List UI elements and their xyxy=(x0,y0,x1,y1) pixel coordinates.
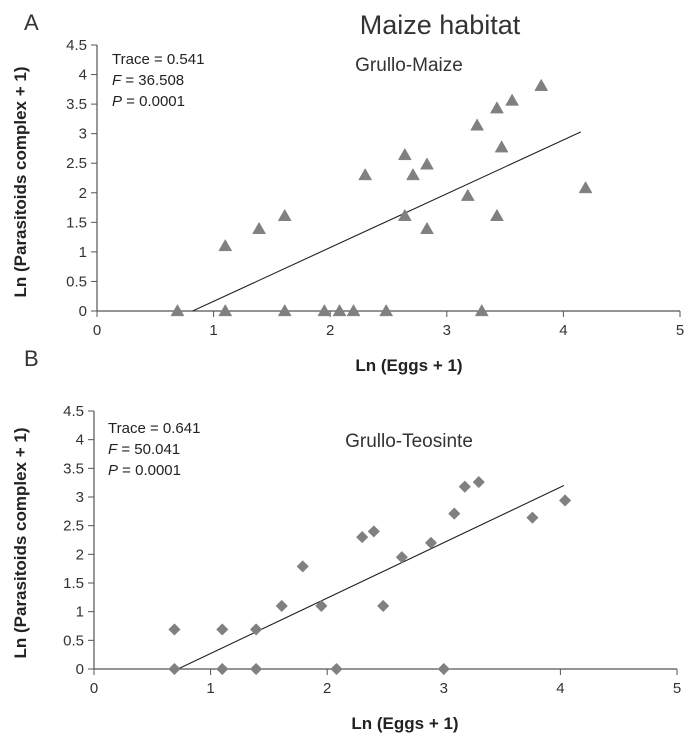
panel-b-data-point xyxy=(216,662,229,676)
panel-b-data-point xyxy=(458,480,471,493)
panel-a-data-point xyxy=(397,208,412,221)
panel-b-data-point xyxy=(448,507,461,520)
panel-a-x-tick-label: 0 xyxy=(93,322,101,339)
panel-a-data-point xyxy=(379,303,394,317)
panel-a-data-point xyxy=(578,181,593,194)
panel-b-y-tick-label: 3.5 xyxy=(63,460,84,477)
panel-a-data-point xyxy=(252,221,267,234)
panel-a-x-tick-label: 2 xyxy=(326,322,334,339)
panel-b-data-point xyxy=(526,511,539,524)
panel-a-trace: Trace = 0.541 xyxy=(112,51,204,68)
panel-a-f-stat: F = 36.508 xyxy=(112,72,184,89)
panel-b-x-tick-label: 1 xyxy=(206,680,214,697)
panel-a-y-tick-label: 0 xyxy=(79,303,87,320)
panel-b-trendline xyxy=(177,485,565,670)
panel-a-y-tick-label: 3 xyxy=(79,126,87,143)
panel-b-data-point xyxy=(472,475,485,489)
panel-a-y-tick-label: 4 xyxy=(79,67,87,84)
panel-a-x-tick-label: 3 xyxy=(443,322,451,339)
panel-b-data-point xyxy=(395,551,408,564)
panel-b-y-tick-label: 4 xyxy=(76,432,84,449)
panel-a-x-tick-label: 5 xyxy=(676,322,684,339)
panel-a-y-axis-label: Ln (Parasitoids complex + 1) xyxy=(11,67,30,298)
panel-b-y-tick-label: 2.5 xyxy=(63,518,84,535)
panel-a-data-point xyxy=(505,93,520,106)
panel-b-data-point xyxy=(424,536,438,550)
panel-a-data-point xyxy=(277,303,292,317)
panel-b-y-tick-label: 0.5 xyxy=(63,632,84,649)
panel-a-data-point xyxy=(346,303,361,317)
panel-a-x-axis-label: Ln (Eggs + 1) xyxy=(355,356,462,375)
panel-a-x-tick-label: 4 xyxy=(559,322,567,339)
panel-a-data-point xyxy=(494,140,509,153)
panel-b-data-point xyxy=(168,662,181,676)
panel-b-y-axis-label: Ln (Parasitoids complex + 1) xyxy=(11,428,30,659)
panel-a-p-stat: P = 0.0001 xyxy=(112,93,185,110)
panel-b-y-tick-label: 4.5 xyxy=(63,403,84,420)
panel-b-data-point xyxy=(558,494,572,507)
panel-a-data-point xyxy=(406,168,420,181)
panel-a-data-point xyxy=(358,168,373,181)
panel-a-y-tick-label: 2 xyxy=(79,185,87,202)
panel-b-y-tick-label: 3 xyxy=(76,489,84,506)
panel-a-data-point xyxy=(470,118,485,131)
panel-a-y-tick-label: 0.5 xyxy=(66,273,87,290)
panel-b-y-tick-label: 0 xyxy=(76,661,84,678)
panel-a-data-point xyxy=(420,221,434,234)
panel-a-trendline xyxy=(192,131,582,312)
panel-a-y-tick-label: 3.5 xyxy=(66,96,87,113)
panel-b-data-point xyxy=(296,560,309,573)
panel-b-data-point xyxy=(216,623,229,636)
panel-b-y-tick-label: 1.5 xyxy=(63,575,84,592)
panel-a-data-point xyxy=(534,78,549,91)
panel-a-data-point xyxy=(317,303,332,317)
panel-a-data-point xyxy=(397,147,412,161)
panel-b-title: Grullo-Teosinte xyxy=(345,431,473,452)
panel-b-data-point xyxy=(437,662,450,676)
panel-b-data-point xyxy=(356,530,369,544)
panel-a-data-point xyxy=(277,208,292,221)
panel-a-data-point xyxy=(420,157,434,170)
panel-a-plot: 0 0.5 1 1.5 2 2.5 3 3.5 4 4.5 0 1 2 3 4 5 xyxy=(66,37,684,339)
panel-a-letter: A xyxy=(24,10,39,35)
panel-a-data-point xyxy=(218,238,233,252)
panel-b-data-point xyxy=(330,662,343,676)
panel-a-data-point xyxy=(490,101,504,114)
panel-b-x-tick-label: 0 xyxy=(90,680,98,697)
panel-a-data-point xyxy=(474,303,489,317)
panel-a-data-point xyxy=(490,208,504,221)
panel-a-y-tick-label: 1 xyxy=(79,244,87,261)
panel-b-data-point xyxy=(367,525,380,538)
panel-b-x-tick-label: 3 xyxy=(440,680,448,697)
panel-b-y-tick-label: 2 xyxy=(76,546,84,563)
panel-b-f-stat: F = 50.041 xyxy=(108,441,180,458)
panel-b-data-point xyxy=(249,623,263,636)
panel-b-x-tick-label: 4 xyxy=(556,680,564,697)
panel-b-letter: B xyxy=(24,346,39,371)
panel-b-x-axis-label: Ln (Eggs + 1) xyxy=(351,714,458,733)
panel-b-plot: 0 0.5 1 1.5 2 2.5 3 3.5 4 4.5 0 1 2 3 4 5 xyxy=(63,403,681,697)
panel-b-data-point xyxy=(275,599,288,613)
panel-a-data-point xyxy=(170,303,185,317)
panel-b-data-point xyxy=(315,599,328,613)
panel-a-data-point xyxy=(218,303,233,317)
panel-a-data-point xyxy=(332,303,347,317)
panel-b-x-tick-label: 5 xyxy=(673,680,681,697)
panel-a-y-tick-label: 2.5 xyxy=(66,155,87,172)
panel-b-data-point xyxy=(249,662,263,676)
panel-b-y-tick-label: 1 xyxy=(76,604,84,621)
panel-b-data-point xyxy=(168,623,181,636)
panel-a-x-tick-label: 1 xyxy=(209,322,217,339)
panel-b-data-point xyxy=(377,599,390,613)
panel-b-x-tick-label: 2 xyxy=(323,680,331,697)
panel-a-data-point xyxy=(460,188,475,201)
panel-a-y-tick-label: 4.5 xyxy=(66,37,87,54)
panel-b-trace: Trace = 0.641 xyxy=(108,420,200,437)
panel-a-title: Grullo-Maize xyxy=(355,55,463,76)
panel-a-y-tick-label: 1.5 xyxy=(66,214,87,231)
figure-title: Maize habitat xyxy=(360,10,521,40)
panel-b-p-stat: P = 0.0001 xyxy=(108,462,181,479)
